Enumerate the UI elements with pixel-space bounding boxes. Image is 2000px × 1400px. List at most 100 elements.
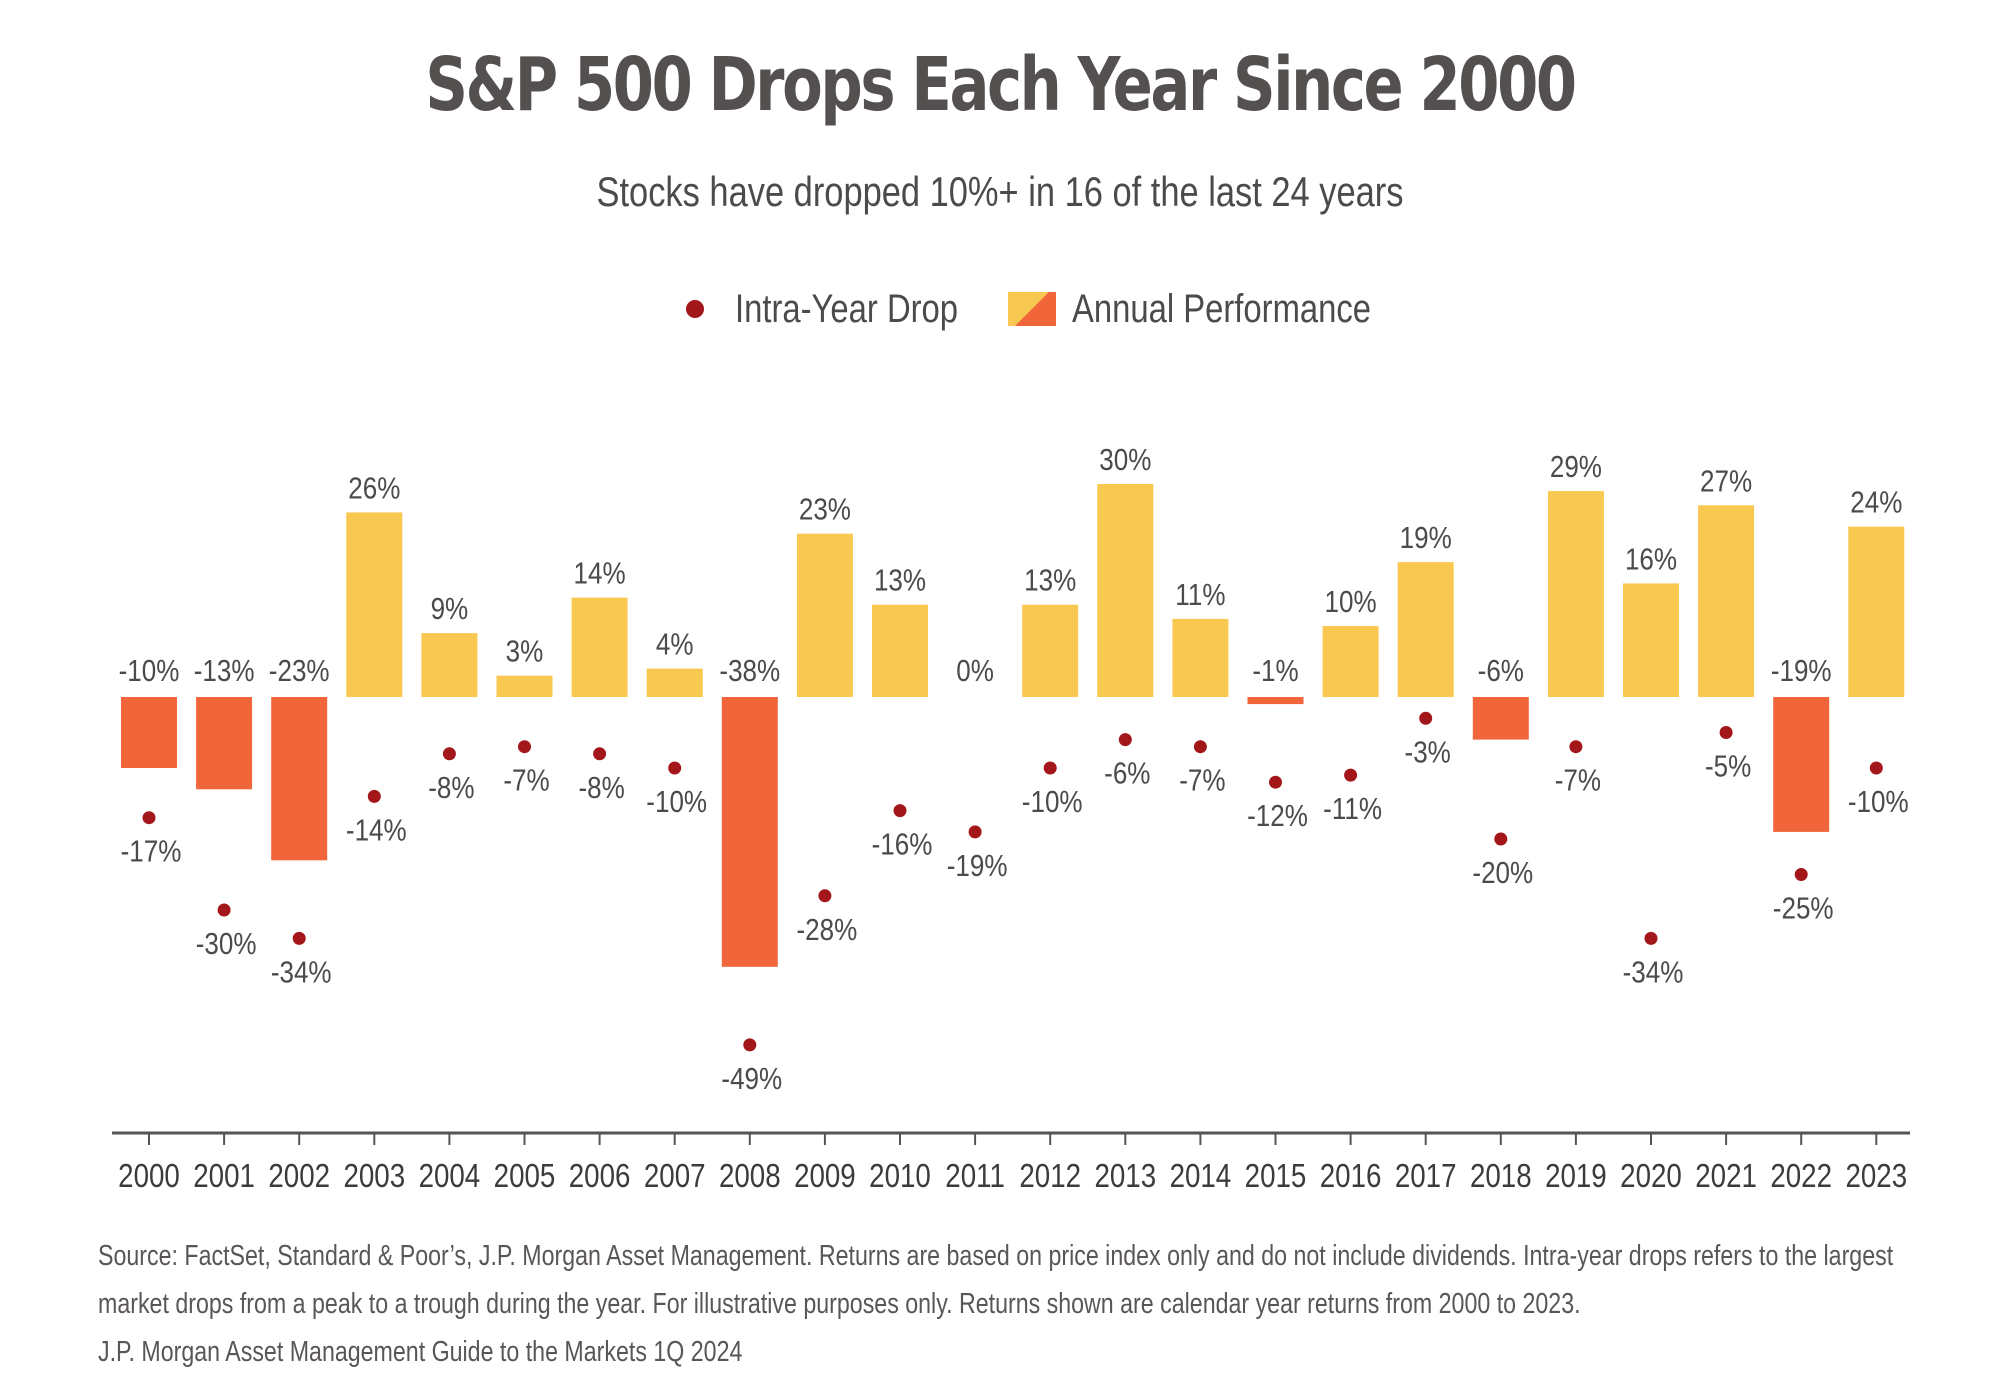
bar-label-2010: 13% bbox=[874, 564, 926, 599]
drop-dot-2016 bbox=[1344, 768, 1358, 782]
drop-label-2023: -10% bbox=[1848, 785, 1909, 820]
legend-dot-icon bbox=[686, 300, 704, 318]
bar-2001 bbox=[196, 697, 253, 790]
x-tick-label-2011: 2011 bbox=[945, 1158, 1005, 1195]
bar-2015 bbox=[1247, 697, 1304, 705]
drop-label-2019: -7% bbox=[1555, 764, 1601, 799]
chart-title: S&P 500 Drops Each Year Since 2000 bbox=[425, 42, 1577, 128]
bar-2004 bbox=[421, 633, 478, 697]
drop-dot-2002 bbox=[292, 931, 306, 945]
footnote-line-2: market drops from a peak to a trough dur… bbox=[98, 1288, 1581, 1320]
bar-2007 bbox=[646, 668, 703, 697]
chart-plot: -10% -13% -23% 26% 9% 3% 14% 4% -38% 23% 13% 0% 13% 3… bbox=[112, 443, 1910, 1195]
bar-2016 bbox=[1322, 626, 1379, 697]
x-tick-label-2019: 2019 bbox=[1545, 1158, 1607, 1195]
bar-label-2020: 16% bbox=[1625, 542, 1677, 577]
x-tick-label-2004: 2004 bbox=[419, 1158, 481, 1195]
bar-2014 bbox=[1172, 618, 1229, 697]
drop-label-2014: -7% bbox=[1179, 764, 1225, 799]
drop-label-2003: -14% bbox=[346, 813, 407, 848]
bar-label-2008: -38% bbox=[719, 654, 780, 689]
bar-label-2012: 13% bbox=[1024, 564, 1076, 599]
bar-label-2002: -23% bbox=[269, 654, 330, 689]
drop-label-2015: -12% bbox=[1247, 799, 1308, 834]
bar-label-2004: 9% bbox=[431, 592, 469, 627]
x-tick-label-2021: 2021 bbox=[1695, 1158, 1757, 1195]
drop-dot-2011 bbox=[968, 825, 982, 839]
drop-dot-2005 bbox=[518, 740, 531, 754]
bar-label-2015: -1% bbox=[1252, 654, 1298, 689]
drop-dot-2003 bbox=[367, 789, 381, 803]
bar-2017 bbox=[1397, 562, 1454, 697]
x-tick-label-2007: 2007 bbox=[644, 1158, 706, 1195]
drop-label-2001: -30% bbox=[196, 927, 257, 962]
drop-dot-2012 bbox=[1043, 761, 1057, 775]
x-tick-label-2009: 2009 bbox=[794, 1158, 856, 1195]
x-tick-label-2017: 2017 bbox=[1395, 1158, 1457, 1195]
x-tick-label-2023: 2023 bbox=[1845, 1158, 1907, 1195]
bar-2019 bbox=[1547, 491, 1604, 697]
drop-dot-2014 bbox=[1193, 740, 1207, 754]
drop-label-2010: -16% bbox=[872, 828, 933, 863]
x-tick-label-2016: 2016 bbox=[1320, 1158, 1382, 1195]
drop-dot-2007 bbox=[668, 761, 682, 775]
bar-label-2003: 26% bbox=[348, 471, 400, 506]
x-tick-label-2013: 2013 bbox=[1094, 1158, 1156, 1195]
x-tick-label-2020: 2020 bbox=[1620, 1158, 1682, 1195]
drop-label-2000: -17% bbox=[121, 835, 182, 870]
x-tick-label-2003: 2003 bbox=[343, 1158, 405, 1195]
bar-label-2022: -19% bbox=[1771, 654, 1832, 689]
bar-label-2014: 11% bbox=[1175, 578, 1225, 613]
drop-dot-2001 bbox=[217, 903, 231, 917]
drop-label-2007: -10% bbox=[646, 785, 707, 820]
bar-label-2019: 29% bbox=[1550, 450, 1602, 485]
bar-label-2001: -13% bbox=[194, 654, 255, 689]
drop-dot-2017 bbox=[1419, 711, 1433, 725]
drop-dot-2015 bbox=[1269, 775, 1282, 789]
bar-label-2005: 3% bbox=[506, 635, 544, 670]
drop-dot-2006 bbox=[593, 747, 607, 761]
bar-2020 bbox=[1623, 583, 1679, 697]
x-tick-label-2012: 2012 bbox=[1019, 1158, 1081, 1195]
x-tick-label-2018: 2018 bbox=[1470, 1158, 1532, 1195]
drop-dot-2023 bbox=[1869, 761, 1883, 775]
drop-dot-2020 bbox=[1644, 931, 1658, 945]
bar-2005 bbox=[496, 675, 553, 697]
drop-label-2005: -7% bbox=[503, 764, 549, 799]
bar-label-2011: 0% bbox=[956, 654, 994, 689]
bar-label-2009: 23% bbox=[799, 493, 851, 528]
bar-2000 bbox=[121, 697, 177, 768]
x-tick-label-2022: 2022 bbox=[1770, 1158, 1832, 1195]
x-tick-label-2010: 2010 bbox=[869, 1158, 931, 1195]
bar-2022 bbox=[1773, 697, 1830, 832]
drop-dot-2021 bbox=[1719, 726, 1733, 739]
x-tick-label-2002: 2002 bbox=[268, 1158, 330, 1195]
drop-label-2013: -6% bbox=[1104, 757, 1150, 792]
drop-label-2020: -34% bbox=[1623, 955, 1684, 990]
drop-dot-2022 bbox=[1794, 868, 1808, 881]
bar-label-2013: 30% bbox=[1099, 443, 1151, 478]
bar-2003 bbox=[346, 512, 403, 697]
legend-label-drop: Intra-Year Drop bbox=[735, 287, 959, 331]
drop-label-2004: -8% bbox=[428, 771, 474, 806]
bar-label-2017: 19% bbox=[1400, 521, 1452, 556]
drop-label-2009: -28% bbox=[797, 913, 858, 948]
footnote-line-1: Source: FactSet, Standard & Poor’s, J.P.… bbox=[98, 1240, 1894, 1272]
legend-label-performance: Annual Performance bbox=[1072, 287, 1372, 331]
bar-label-2016: 10% bbox=[1325, 585, 1377, 620]
legend-swatch-icon bbox=[1008, 292, 1056, 326]
bar-label-2018: -6% bbox=[1478, 654, 1524, 689]
drop-dot-2009 bbox=[818, 889, 832, 903]
bar-2012 bbox=[1022, 604, 1079, 697]
chart-subtitle: Stocks have dropped 10%+ in 16 of the la… bbox=[596, 168, 1404, 215]
drop-dot-2010 bbox=[893, 804, 907, 818]
drop-dot-2018 bbox=[1494, 832, 1508, 846]
bar-label-2021: 27% bbox=[1700, 464, 1752, 499]
drop-dot-2013 bbox=[1118, 733, 1132, 747]
footnote-line-3: J.P. Morgan Asset Management Guide to th… bbox=[98, 1336, 743, 1368]
drop-dot-2019 bbox=[1569, 740, 1583, 754]
x-tick-label-2014: 2014 bbox=[1170, 1158, 1232, 1195]
bar-label-2000: -10% bbox=[119, 654, 180, 689]
drop-label-2008: -49% bbox=[721, 1062, 782, 1097]
drop-dot-2008 bbox=[743, 1038, 757, 1052]
